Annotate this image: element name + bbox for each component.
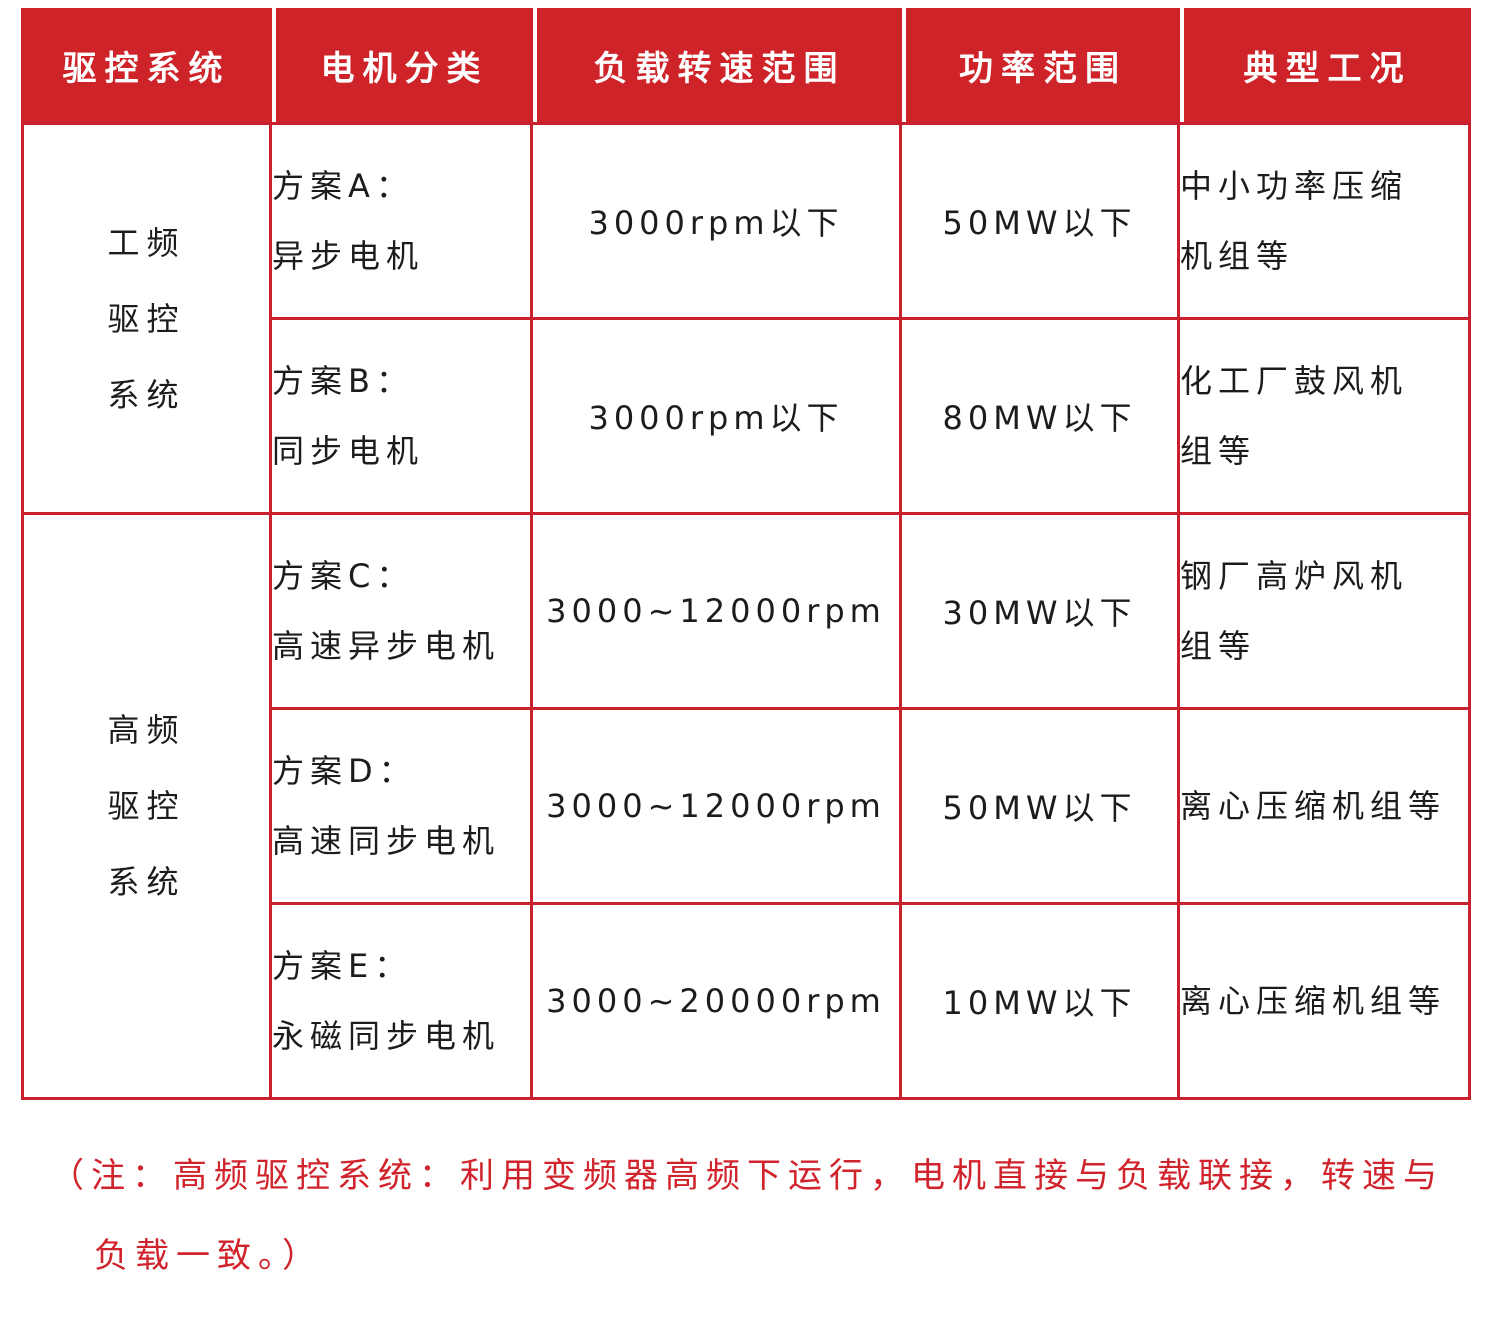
application-cell-b: 化工厂鼓风机 组等 [1180, 320, 1471, 515]
header-typical-condition: 典型工况 [1180, 8, 1471, 122]
application-line: 组等 [1180, 627, 1257, 665]
footnote-line: 负载一致。） [94, 1236, 323, 1276]
application-line: 中小功率压缩 [1180, 167, 1409, 205]
speed-cell-a: 3000rpm以下 [533, 122, 902, 320]
plan-line: 方案A： [272, 167, 414, 205]
power-cell-c: 30MW以下 [902, 515, 1180, 710]
application-line: 组等 [1180, 432, 1257, 470]
group-line: 系统 [107, 375, 186, 414]
header-row: 驱控系统 电机分类 负载转速范围 功率范围 典型工况 [21, 8, 1471, 122]
group-cell-industrial-frequency: 工频 驱控 系统 [21, 122, 272, 515]
application-cell-e: 离心压缩机组等 [1180, 905, 1471, 1100]
application-cell-c: 钢厂高炉风机 组等 [1180, 515, 1471, 710]
plan-line: 方案C： [272, 557, 415, 595]
plan-line: 高速异步电机 [272, 627, 501, 665]
plan-line: 异步电机 [272, 237, 425, 275]
header-label: 负载转速范围 [593, 48, 846, 89]
group-cell-high-frequency: 高频 驱控 系统 [21, 515, 272, 1100]
header-drive-system: 驱控系统 [21, 8, 272, 122]
header-motor-type: 电机分类 [272, 8, 533, 122]
plan-cell-b: 方案B： 同步电机 [272, 320, 533, 515]
application-line: 化工厂鼓风机 [1180, 362, 1409, 400]
footnote-line: （注：高频驱控系统：利用变频器高频下运行，电机直接与负载联接，转速与 [50, 1156, 1444, 1196]
plan-cell-d: 方案D： 高速同步电机 [272, 710, 533, 905]
power-cell-b: 80MW以下 [902, 320, 1180, 515]
plan-line: 永磁同步电机 [272, 1017, 501, 1055]
application-line: 离心压缩机组等 [1180, 982, 1447, 1020]
group-line: 驱控 [107, 299, 186, 338]
group-line: 高频 [107, 711, 186, 749]
application-line: 机组等 [1180, 237, 1295, 275]
header-label: 典型工况 [1243, 48, 1412, 89]
header-label: 驱控系统 [62, 48, 231, 89]
application-line: 钢厂高炉风机 [1180, 557, 1409, 595]
application-cell-a: 中小功率压缩 机组等 [1180, 122, 1471, 320]
plan-line: 同步电机 [272, 432, 425, 470]
table-row-plan-b: 方案B： 同步电机 3000rpm以下 80MW以下 化工厂鼓风机 组等 [21, 320, 1471, 515]
table-row-plan-d: 方案D： 高速同步电机 3000~12000rpm 50MW以下 离心压缩机组等 [21, 710, 1471, 905]
drive-system-table: 驱控系统 电机分类 负载转速范围 功率范围 典型工况 工频 驱控 系统 方案A：… [21, 8, 1471, 1100]
plan-cell-c: 方案C： 高速异步电机 [272, 515, 533, 710]
speed-cell-b: 3000rpm以下 [533, 320, 902, 515]
application-line: 离心压缩机组等 [1180, 787, 1447, 825]
power-cell-d: 50MW以下 [902, 710, 1180, 905]
speed-cell-d: 3000~12000rpm [533, 710, 902, 905]
group-line: 系统 [107, 863, 186, 901]
header-label: 电机分类 [320, 48, 489, 89]
table-row-plan-c: 高频 驱控 系统 方案C： 高速异步电机 3000~12000rpm 30MW以… [21, 515, 1471, 1100]
speed-cell-e: 3000~20000rpm [533, 905, 902, 1100]
application-cell-d: 离心压缩机组等 [1180, 710, 1471, 905]
plan-line: 方案E： [272, 947, 413, 985]
speed-cell-c: 3000~12000rpm [533, 515, 902, 710]
table-row-plan-a: 工频 驱控 系统 方案A： 异步电机 3000rpm以下 50MW以下 中小功率… [21, 122, 1471, 515]
group-line: 驱控 [107, 787, 186, 825]
header-load-speed-range: 负载转速范围 [533, 8, 902, 122]
plan-line: 方案B： [272, 362, 414, 400]
power-cell-a: 50MW以下 [902, 122, 1180, 320]
plan-cell-e: 方案E： 永磁同步电机 [272, 905, 533, 1100]
footnote: （注：高频驱控系统：利用变频器高频下运行，电机直接与负载联接，转速与 负载一致。… [50, 1136, 1492, 1296]
power-cell-e: 10MW以下 [902, 905, 1180, 1100]
group-line: 工频 [107, 223, 186, 262]
plan-line: 方案D： [272, 752, 417, 790]
plan-cell-a: 方案A： 异步电机 [272, 122, 533, 320]
header-power-range: 功率范围 [902, 8, 1180, 122]
table-row-plan-e: 方案E： 永磁同步电机 3000~20000rpm 10MW以下 离心压缩机组等 [21, 905, 1471, 1100]
header-label: 功率范围 [959, 48, 1127, 89]
plan-line: 高速同步电机 [272, 822, 501, 860]
